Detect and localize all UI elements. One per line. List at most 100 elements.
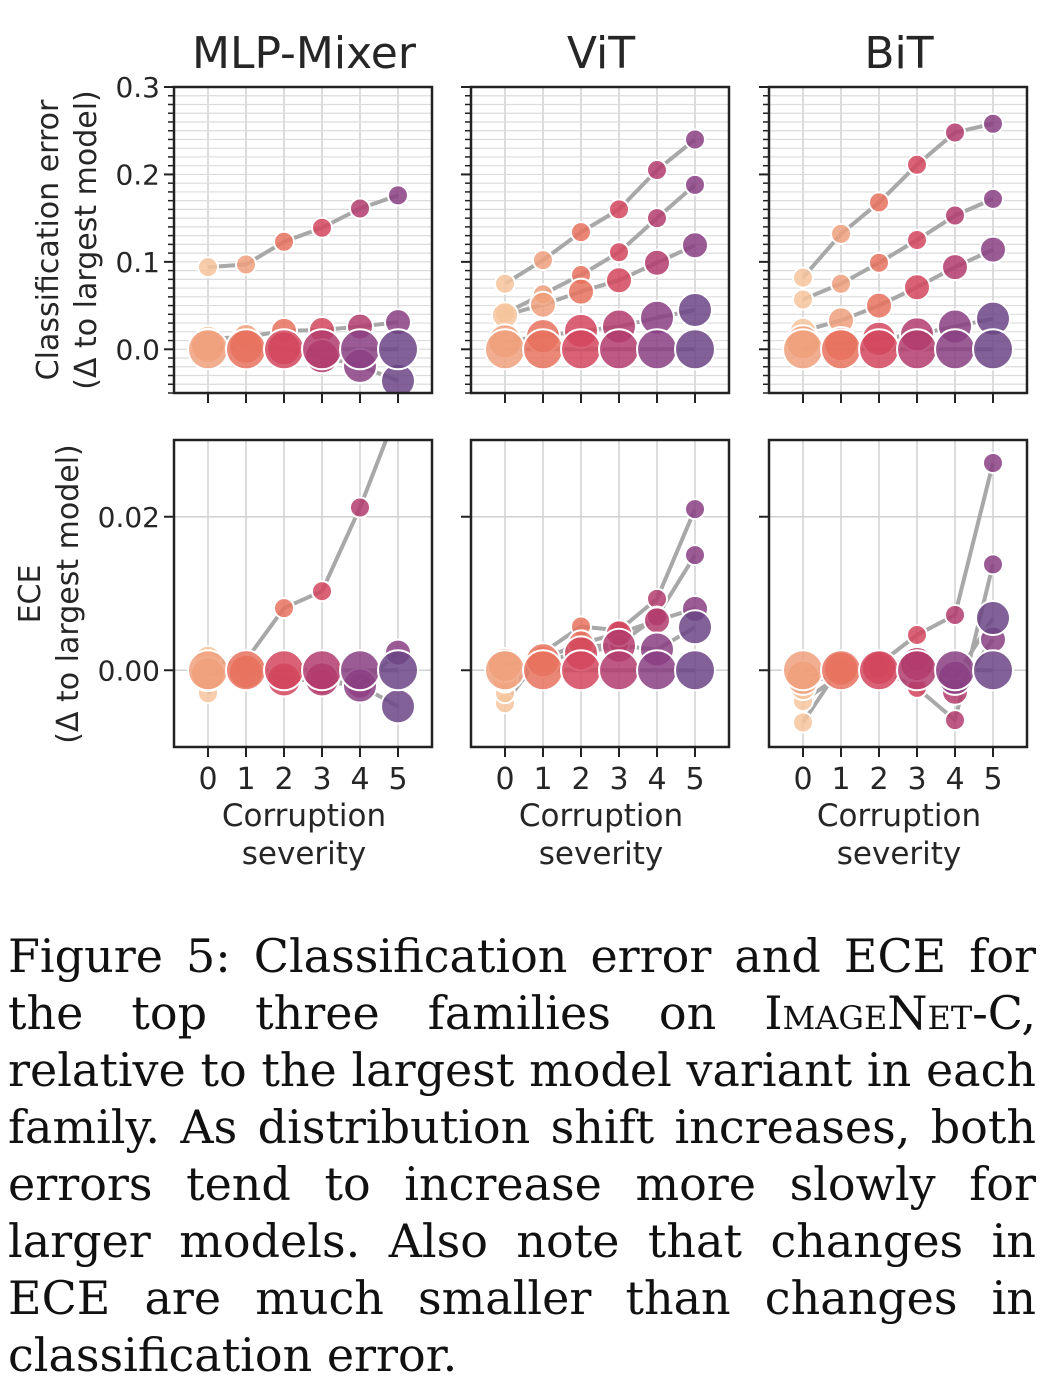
data-point: [522, 649, 564, 692]
data-point: [681, 231, 709, 260]
data-point: [858, 328, 900, 371]
data-point: [570, 221, 592, 244]
data-point: [187, 649, 229, 692]
data-point: [934, 328, 976, 371]
error-panel-mlp-mixer-series: [187, 184, 419, 393]
error-panel-bit-series: [782, 112, 1014, 371]
data-point: [684, 544, 706, 567]
data-point: [982, 452, 1004, 475]
xlabel-bit-line1: Corruption: [817, 798, 981, 834]
data-point: [225, 328, 267, 371]
data-point: [792, 288, 814, 311]
ece-panel-vit-frame: [469, 438, 731, 749]
data-point: [972, 649, 1014, 692]
x-tick-label: 0: [495, 762, 514, 797]
data-point: [906, 153, 928, 176]
x-tick-label: 3: [609, 762, 628, 797]
x-tick-label: 5: [685, 762, 704, 797]
xlabel-vit-line1: Corruption: [519, 798, 683, 834]
error-panel-vit: [461, 85, 731, 403]
column-title-mlp-mixer: MLP-Mixer: [192, 28, 417, 79]
y-tick-label: 0.3: [115, 71, 160, 104]
data-point: [560, 649, 602, 692]
data-point: [646, 207, 668, 230]
data-point: [522, 328, 564, 371]
row-label-error-line2: (Δ to largest model): [69, 90, 104, 390]
figure: 0.00.10.20.30.000.020 1 2 3 4 5 0 1 2 3 4 5 0 1 2 3 4 5 M…: [13, 28, 1029, 872]
series-line: [206, 440, 389, 695]
data-point: [944, 709, 966, 732]
data-point: [380, 688, 416, 725]
y-tick-label: 0.2: [115, 158, 160, 191]
row-label-ece-line2: (Δ to largest model): [51, 444, 86, 744]
x-tick-label: 0: [198, 762, 217, 797]
data-point: [598, 328, 640, 371]
data-point: [858, 649, 900, 692]
data-point: [820, 328, 862, 371]
x-tick-label: 1: [533, 762, 552, 797]
data-point: [782, 328, 824, 371]
x-tick-label: 1: [236, 762, 255, 797]
row-label-ece-line1: ECE: [13, 565, 48, 624]
x-tick-label: 2: [274, 762, 293, 797]
data-point: [674, 328, 716, 371]
data-point: [567, 277, 595, 306]
error-panel-mlp-mixer: 0.0 0.1 0.2 0.3: [115, 71, 434, 403]
error-panel-bit-frame: [767, 85, 1029, 395]
data-point: [896, 649, 938, 692]
x-tick-label: 4: [647, 762, 666, 797]
error-panel-vit-series: [484, 128, 716, 371]
data-point: [646, 159, 668, 182]
data-point: [605, 266, 633, 295]
data-point: [944, 121, 966, 144]
data-point: [643, 248, 671, 277]
data-point: [339, 649, 381, 692]
data-point: [868, 191, 890, 214]
data-point: [529, 290, 557, 319]
data-point: [677, 609, 713, 646]
data-point: [484, 328, 526, 371]
data-point: [636, 328, 678, 371]
y-tick-label: 0.0: [115, 333, 160, 366]
data-point: [377, 328, 419, 371]
data-point: [934, 649, 976, 692]
data-point: [944, 603, 966, 626]
caption-dataset-suffix: -C: [972, 986, 1022, 1040]
data-point: [903, 273, 931, 302]
data-point: [349, 496, 371, 519]
y-tick-label: 0.1: [115, 246, 160, 279]
data-point: [560, 328, 602, 371]
ece-panel-mlp-mixer: 0.00 0.02 0 1 2 3 4 5: [98, 438, 434, 797]
data-point: [311, 580, 333, 603]
data-point: [494, 272, 516, 295]
data-point: [906, 623, 928, 646]
data-point: [972, 328, 1014, 371]
x-tick-label: 3: [312, 762, 331, 797]
data-point: [225, 649, 267, 692]
data-point: [982, 112, 1004, 135]
xlabel-mlp-mixer-line1: Corruption: [222, 798, 386, 834]
data-point: [339, 328, 381, 371]
xlabel-bit-line2: severity: [837, 836, 962, 872]
data-point: [301, 328, 343, 371]
caption-prefix: Figure 5: Classification error and ECE f…: [8, 929, 1036, 1040]
x-tick-label: 4: [350, 762, 369, 797]
data-point: [301, 649, 343, 692]
data-point: [608, 198, 630, 221]
y-tick-label: 0.02: [98, 501, 160, 534]
x-tick-label: 5: [983, 762, 1002, 797]
data-point: [643, 606, 671, 635]
data-point: [636, 649, 678, 692]
data-point: [868, 251, 890, 274]
row-label-error-line1: Classification error: [31, 99, 66, 380]
data-point: [830, 222, 852, 245]
data-point: [830, 272, 852, 295]
data-point: [349, 197, 371, 220]
ece-panel-vit-series: [484, 498, 716, 715]
data-point: [782, 649, 824, 692]
column-title-vit: ViT: [567, 28, 635, 79]
data-point: [979, 235, 1007, 264]
error-panel-vit-frame: [469, 85, 731, 395]
data-point: [982, 553, 1004, 576]
